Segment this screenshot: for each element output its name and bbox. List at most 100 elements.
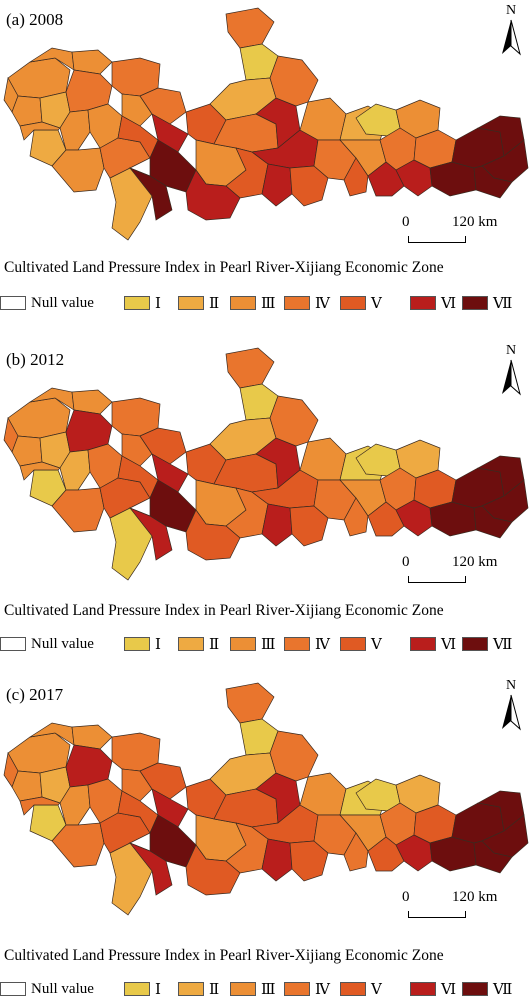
legend-swatch: [462, 982, 488, 996]
scale-bar: 0 120 km: [402, 214, 524, 244]
region-0: [7, 732, 71, 774]
scale-distance: 120 km: [452, 554, 498, 570]
region-0: [7, 57, 71, 99]
region-19: [149, 479, 197, 533]
scale-zero: 0: [402, 889, 410, 905]
legend-label: Null value: [31, 635, 94, 652]
region-30: [269, 395, 319, 447]
legend-label: Null value: [31, 294, 94, 311]
north-arrow-icon: N: [498, 344, 524, 402]
region-8: [19, 121, 61, 141]
map-title: Cultivated Land Pressure Index in Pearl …: [4, 947, 444, 964]
scale-bar: 0 120 km: [402, 554, 524, 584]
panel-label: (c) 2017: [6, 685, 64, 704]
legend-swatch: [178, 982, 204, 996]
legend-label: Null value: [31, 980, 94, 997]
region-20: [128, 167, 173, 221]
choropleth-map: [3, 682, 529, 916]
region-28: [185, 844, 241, 896]
legend-swatch: [410, 982, 436, 996]
region-20: [128, 507, 173, 561]
legend-label: Ⅴ: [371, 295, 382, 312]
legend-class-6: Ⅵ: [410, 979, 456, 999]
region-30: [269, 730, 319, 782]
region-42: [343, 497, 369, 537]
legend-label: Ⅲ: [261, 981, 276, 998]
region-32: [261, 503, 293, 547]
region-0: [7, 397, 71, 439]
legend-swatch: [230, 637, 256, 651]
legend-label: Ⅴ: [371, 636, 382, 653]
legend-swatch: [410, 637, 436, 651]
legend-swatch: [340, 637, 366, 651]
legend-label: Ⅶ: [493, 636, 513, 653]
legend-null: Null value: [0, 979, 94, 999]
region-28: [185, 169, 241, 221]
region-42: [343, 157, 369, 197]
legend-class-2: Ⅱ: [178, 979, 219, 999]
region-22: [225, 7, 275, 49]
legend-label: Ⅰ: [155, 981, 161, 998]
region-5: [71, 389, 113, 415]
region-5: [71, 724, 113, 750]
region-34: [299, 772, 347, 816]
region-8: [19, 796, 61, 816]
map-title: Cultivated Land Pressure Index in Pearl …: [4, 259, 444, 276]
legend-swatch: [124, 982, 150, 996]
legend-class-6: Ⅵ: [410, 293, 456, 313]
legend-class-5: Ⅴ: [340, 634, 382, 654]
legend-label: Ⅵ: [441, 636, 457, 653]
legend-class-1: Ⅰ: [124, 293, 161, 313]
choropleth-map: [3, 347, 529, 581]
region-45: [429, 501, 477, 537]
scale-distance: 120 km: [452, 214, 498, 230]
panel-label: (b) 2012: [6, 350, 65, 369]
map-panel-2008: (a) 2008 N 0 120 km Cultivated Land Pres…: [0, 0, 532, 333]
scale-zero: 0: [402, 554, 410, 570]
panel-label: (a) 2008: [6, 10, 64, 29]
north-label: N: [505, 678, 517, 693]
legend-class-4: Ⅳ: [284, 634, 330, 654]
region-15: [121, 93, 153, 127]
legend-swatch: [462, 637, 488, 651]
legend-class-2: Ⅱ: [178, 634, 219, 654]
legend-null: Null value: [0, 293, 94, 313]
legend-class-7: Ⅶ: [462, 634, 512, 654]
north-arrow-icon: N: [498, 679, 524, 737]
region-49: [473, 840, 513, 874]
region-28: [185, 509, 241, 561]
legend-label: Ⅶ: [493, 981, 513, 998]
legend-class-3: Ⅲ: [230, 634, 275, 654]
region-45: [429, 836, 477, 872]
legend-class-1: Ⅰ: [124, 979, 161, 999]
legend-swatch: [340, 296, 366, 310]
legend-swatch: [340, 982, 366, 996]
legend-class-3: Ⅲ: [230, 293, 275, 313]
region-49: [473, 165, 513, 199]
map-panel-2012: (b) 2012 N 0 120 km Cultivated Land Pres…: [0, 340, 532, 670]
region-45: [429, 161, 477, 197]
region-49: [473, 505, 513, 539]
region-19: [149, 814, 197, 868]
legend-swatch: [0, 296, 26, 310]
region-32: [261, 163, 293, 207]
legend-swatch: [284, 982, 310, 996]
region-34: [299, 97, 347, 141]
legend-swatch: [410, 296, 436, 310]
legend: Null value Ⅰ Ⅱ Ⅲ Ⅳ Ⅴ Ⅵ Ⅶ: [0, 979, 532, 1001]
north-label: N: [505, 3, 517, 18]
legend-class-7: Ⅶ: [462, 293, 512, 313]
region-19: [149, 139, 197, 193]
region-18: [151, 453, 189, 493]
legend-swatch: [178, 296, 204, 310]
scale-zero: 0: [402, 214, 410, 230]
legend-swatch: [284, 637, 310, 651]
legend-class-4: Ⅳ: [284, 293, 330, 313]
legend-label: Ⅶ: [493, 295, 513, 312]
legend-class-2: Ⅱ: [178, 293, 219, 313]
choropleth-map: [3, 7, 529, 241]
legend-swatch: [284, 296, 310, 310]
legend-swatch: [0, 637, 26, 651]
legend-class-5: Ⅴ: [340, 979, 382, 999]
region-42: [343, 832, 369, 872]
